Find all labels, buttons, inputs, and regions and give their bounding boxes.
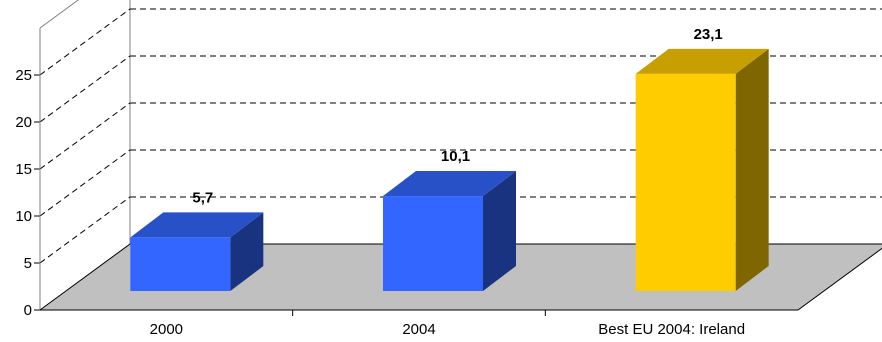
- y-tick-label: 5: [24, 255, 32, 272]
- bar-side-face: [735, 48, 769, 291]
- category-label: 2000: [150, 321, 183, 338]
- y-tick-label: 15: [15, 161, 32, 178]
- side-wall-top: [39, 0, 80, 29]
- data-label: 5,7: [192, 189, 213, 206]
- side-gridline: [39, 196, 131, 264]
- bar-side-face: [483, 171, 516, 291]
- value-axis: 0 5 10 15 20 25: [15, 28, 798, 319]
- data-label: 10,1: [441, 148, 470, 165]
- y-tick-label: 25: [15, 67, 32, 84]
- bar-top-face: [130, 212, 264, 238]
- labels: 5,7 2000 10,1 2004 23,1 Best EU 2004: Ireland: [150, 26, 745, 338]
- category-label: 2004: [402, 321, 435, 338]
- bar-front-face: [383, 196, 483, 291]
- bar: [635, 48, 769, 291]
- side-gridline: [39, 149, 131, 217]
- bar: [383, 171, 516, 291]
- bar: [130, 212, 264, 291]
- y-tick-label: 0: [24, 302, 32, 319]
- side-gridline: [39, 102, 131, 170]
- side-gridline: [39, 55, 131, 123]
- bar-front-face: [130, 237, 231, 291]
- y-tick-label: 20: [15, 114, 32, 131]
- bar-front-face: [635, 73, 736, 291]
- bars: [130, 48, 769, 291]
- category-label: Best EU 2004: Ireland: [598, 321, 745, 338]
- bar-top-face: [635, 48, 769, 74]
- data-label: 23,1: [694, 26, 723, 43]
- side-gridline: [39, 8, 131, 76]
- bar-top-face: [383, 171, 516, 197]
- bar-side-face: [230, 212, 264, 291]
- y-tick-label: 10: [15, 208, 32, 225]
